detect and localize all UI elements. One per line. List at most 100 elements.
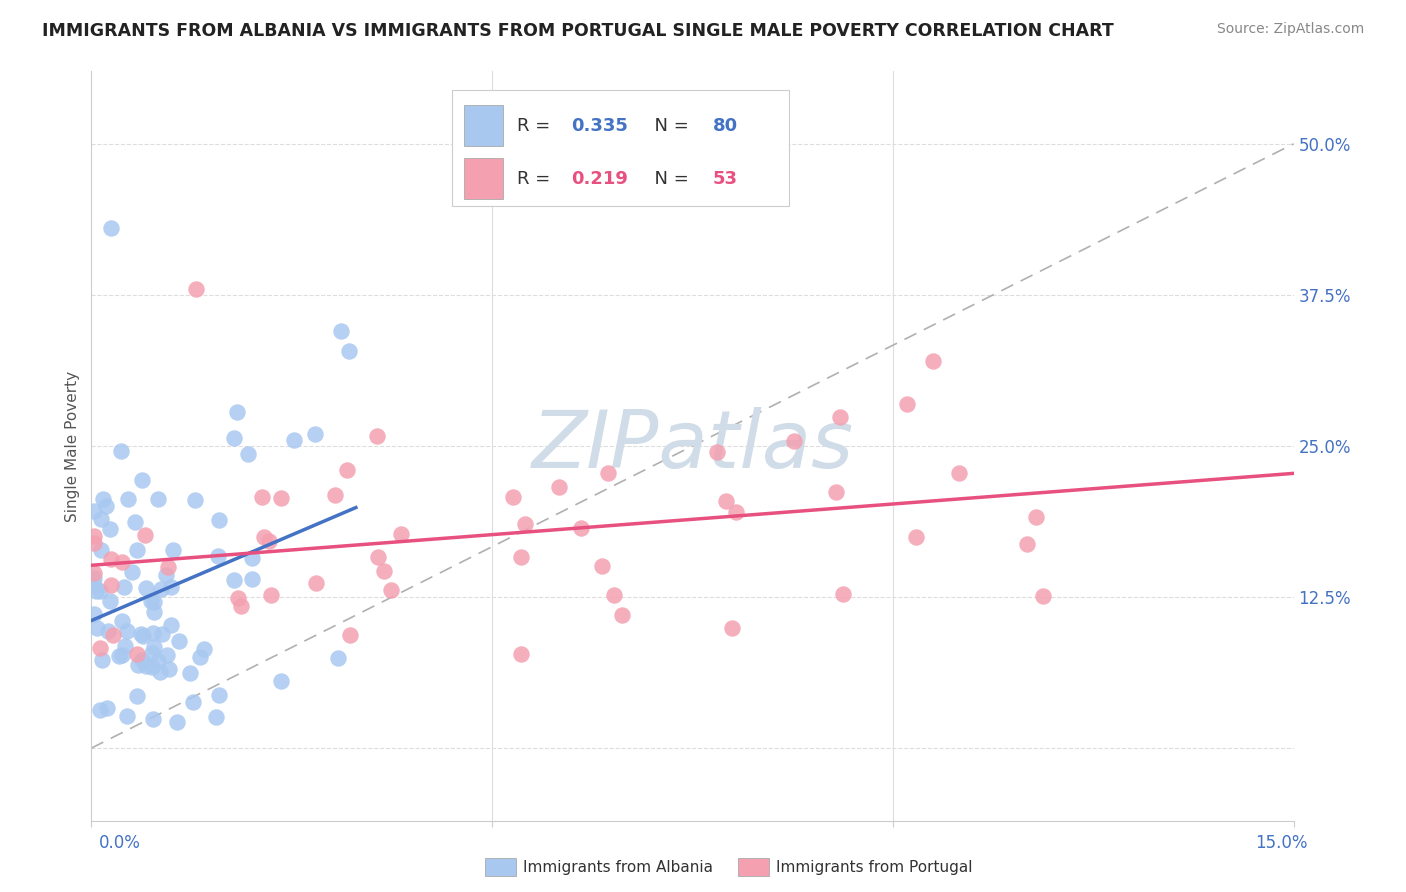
Point xyxy=(270,674,292,689)
Point xyxy=(97,624,120,638)
Point xyxy=(135,659,157,673)
Point xyxy=(948,466,970,480)
Point xyxy=(127,689,149,703)
Point xyxy=(188,649,211,664)
Point xyxy=(548,480,571,494)
Point xyxy=(112,581,135,595)
Text: N =: N = xyxy=(643,169,695,187)
Text: R =: R = xyxy=(517,117,555,135)
Point xyxy=(114,640,136,654)
Point xyxy=(225,405,247,419)
Point xyxy=(156,648,179,663)
Point xyxy=(510,549,533,564)
Point xyxy=(117,624,139,638)
Text: IMMIGRANTS FROM ALBANIA VS IMMIGRANTS FROM PORTUGAL SINGLE MALE POVERTY CORRELAT: IMMIGRANTS FROM ALBANIA VS IMMIGRANTS FR… xyxy=(42,22,1114,40)
Point xyxy=(166,714,188,729)
Point xyxy=(132,629,155,643)
Point xyxy=(366,429,388,443)
Point xyxy=(146,654,169,668)
Point xyxy=(326,651,349,665)
Point xyxy=(373,564,395,578)
Point xyxy=(155,568,177,582)
Point xyxy=(513,517,536,532)
Point xyxy=(224,431,246,445)
Point xyxy=(83,571,105,585)
Point xyxy=(502,490,524,504)
Point xyxy=(110,444,132,458)
Point xyxy=(228,591,250,606)
Text: 0.335: 0.335 xyxy=(571,117,628,135)
Point xyxy=(134,528,156,542)
Point xyxy=(367,550,389,565)
Point xyxy=(160,580,183,594)
Point xyxy=(184,493,207,508)
Point xyxy=(283,434,305,448)
Point xyxy=(142,640,165,655)
Point xyxy=(896,396,918,410)
Point xyxy=(125,542,148,557)
Point xyxy=(125,647,148,661)
Point xyxy=(612,607,634,622)
Point xyxy=(270,491,292,506)
Point xyxy=(129,627,152,641)
Point xyxy=(111,615,134,629)
Point xyxy=(240,550,263,565)
Point xyxy=(335,462,357,476)
Point xyxy=(603,588,626,602)
Point xyxy=(90,543,112,558)
Point xyxy=(111,648,134,663)
Point xyxy=(205,709,228,723)
Text: Immigrants from Portugal: Immigrants from Portugal xyxy=(776,860,973,874)
Text: N =: N = xyxy=(643,117,695,135)
Point xyxy=(208,513,231,527)
Point xyxy=(591,559,613,574)
Point xyxy=(922,354,945,368)
Y-axis label: Single Male Poverty: Single Male Poverty xyxy=(65,370,80,522)
Point xyxy=(252,491,274,505)
Point xyxy=(124,515,146,529)
Point xyxy=(91,491,114,506)
Point xyxy=(253,530,276,544)
Point xyxy=(509,647,531,661)
Point xyxy=(323,488,346,502)
Point xyxy=(103,628,125,642)
Point xyxy=(94,500,117,514)
Point xyxy=(83,504,105,518)
Point xyxy=(825,485,848,500)
Point xyxy=(598,466,620,480)
Point xyxy=(135,582,157,596)
FancyBboxPatch shape xyxy=(464,158,502,199)
Point xyxy=(160,617,183,632)
Point xyxy=(89,583,111,598)
Point xyxy=(157,662,180,676)
Point xyxy=(142,625,165,640)
Point xyxy=(304,426,326,441)
Point xyxy=(83,578,105,592)
Point xyxy=(832,586,855,600)
Point xyxy=(117,708,139,723)
Point xyxy=(89,703,111,717)
Point xyxy=(96,701,118,715)
Point xyxy=(142,712,165,726)
Point xyxy=(1015,537,1038,551)
Text: R =: R = xyxy=(517,169,555,187)
Point xyxy=(391,526,413,541)
Point xyxy=(569,521,592,535)
Point xyxy=(830,409,852,424)
Point xyxy=(156,559,179,574)
Point xyxy=(231,599,253,613)
Point xyxy=(139,594,162,608)
FancyBboxPatch shape xyxy=(451,90,789,206)
Point xyxy=(236,447,259,461)
Point xyxy=(184,282,207,296)
Point xyxy=(100,578,122,592)
Text: 0.219: 0.219 xyxy=(571,169,628,187)
Point xyxy=(167,634,190,648)
Point xyxy=(83,535,105,549)
Point xyxy=(141,660,163,674)
Text: 0.0%: 0.0% xyxy=(98,834,141,852)
Point xyxy=(257,533,280,548)
Point xyxy=(89,641,111,656)
Point xyxy=(330,324,353,338)
Text: 53: 53 xyxy=(713,169,738,187)
